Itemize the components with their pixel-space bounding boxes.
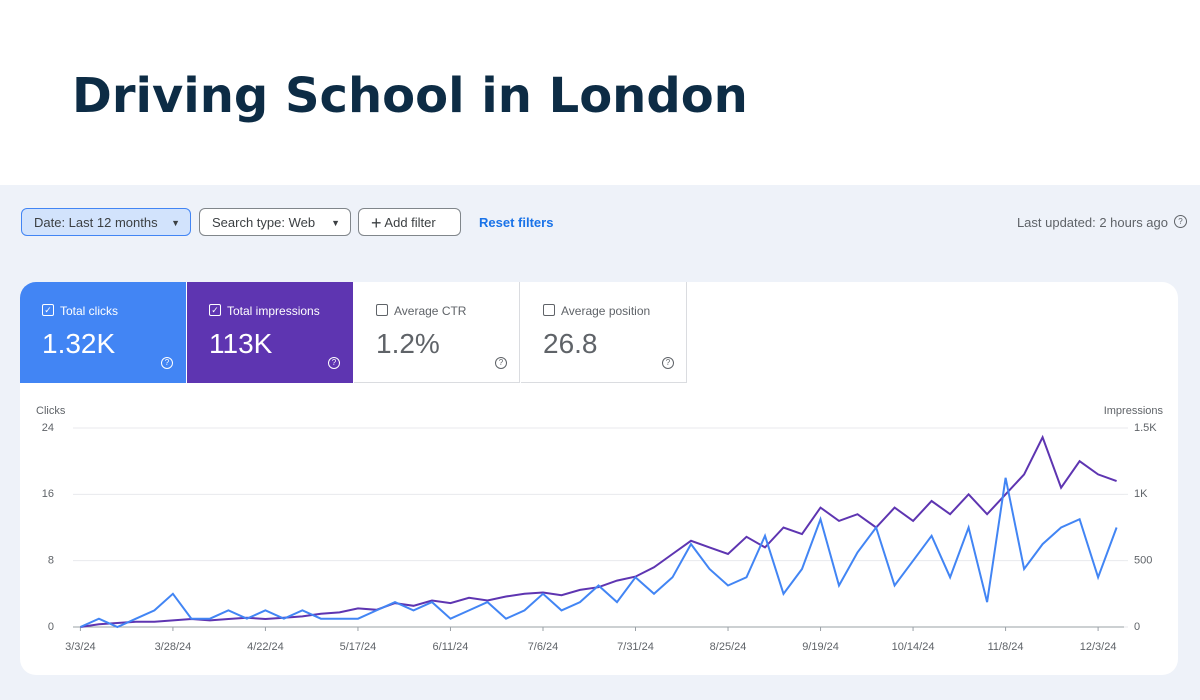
x-tick-label: 4/22/24 <box>247 641 284 653</box>
help-icon: ? <box>328 357 340 369</box>
help-icon[interactable]: ? <box>1174 215 1187 228</box>
y-axis-label: Clicks <box>36 405 66 417</box>
search-type-filter[interactable]: Search type: Web ▼ <box>199 208 351 236</box>
x-tick-label: 3/28/24 <box>155 641 192 653</box>
metric-tile[interactable]: Average CTR 1.2%? <box>354 282 520 383</box>
search-type-text: Search type: Web <box>212 215 316 230</box>
metric-label: Average CTR <box>394 304 467 318</box>
y2-axis-label: Impressions <box>1104 405 1164 417</box>
x-tick-label: 7/6/24 <box>528 641 559 653</box>
metric-label: Average position <box>561 304 651 318</box>
y2-tick-label: 0 <box>1134 621 1140 633</box>
metric-tile[interactable]: ✓ Total impressions 113K? <box>187 282 353 383</box>
x-tick-label: 8/25/24 <box>710 641 747 653</box>
y-tick-label: 8 <box>48 555 54 567</box>
page-title: Driving School in London <box>72 68 748 124</box>
metric-label: Total impressions <box>227 304 320 318</box>
performance-card: Clicks Impressions 0 8 16 24 0 500 1K 1.5K 3/3/24 3… <box>20 282 1178 675</box>
metric-value: 1.32K <box>42 328 116 359</box>
help-icon: ? <box>161 357 173 369</box>
date-filter-text: Date: Last 12 months <box>34 215 158 230</box>
add-filter-text: Add filter <box>384 215 436 230</box>
dropdown-icon: ▼ <box>171 218 180 228</box>
y2-tick-label: 1.5K <box>1134 422 1157 434</box>
x-tick-label: 6/11/24 <box>433 641 469 653</box>
metric-value: 26.8 <box>543 328 598 359</box>
metric-value: 1.2% <box>376 328 440 359</box>
metric-label: Total clicks <box>60 304 119 318</box>
help-icon: ? <box>662 357 674 369</box>
metric-tile[interactable]: Average position 26.8? <box>521 282 687 383</box>
metric-value: 113K <box>209 328 273 359</box>
y-tick-label: 0 <box>48 621 54 633</box>
x-tick-label: 5/17/24 <box>340 641 377 653</box>
series-line <box>80 434 1117 628</box>
x-tick-label: 7/31/24 <box>617 641 654 653</box>
y-tick-label: 16 <box>42 488 54 500</box>
checkbox: ✓ <box>209 304 221 316</box>
add-filter-button[interactable]: + Add filter <box>358 208 461 236</box>
x-tick-label: 9/19/24 <box>802 641 839 653</box>
x-tick-label: 10/14/24 <box>892 641 935 653</box>
help-icon: ? <box>495 357 507 369</box>
y2-tick-label: 500 <box>1134 555 1152 567</box>
checkbox <box>376 304 388 316</box>
x-tick-label: 11/8/24 <box>988 641 1024 653</box>
x-tick-label: 12/3/24 <box>1080 641 1117 653</box>
checkbox <box>543 304 555 316</box>
y2-tick-label: 1K <box>1134 488 1148 500</box>
x-tick-label: 3/3/24 <box>65 641 96 653</box>
plus-icon: + <box>371 213 382 233</box>
reset-filters-link[interactable]: Reset filters <box>479 215 554 230</box>
last-updated: Last updated: 2 hours ago <box>1016 215 1168 230</box>
checkbox: ✓ <box>42 304 54 316</box>
chart: Clicks Impressions 0 8 16 24 0 500 1K 1.5K 3/3/24 3… <box>36 405 1164 653</box>
dropdown-icon: ▼ <box>331 218 340 228</box>
series-line <box>79 477 1118 629</box>
y-tick-label: 24 <box>42 422 54 434</box>
metric-tile[interactable]: ✓ Total clicks 1.32K? <box>20 282 186 383</box>
date-filter[interactable]: Date: Last 12 months ▼ <box>21 208 191 236</box>
